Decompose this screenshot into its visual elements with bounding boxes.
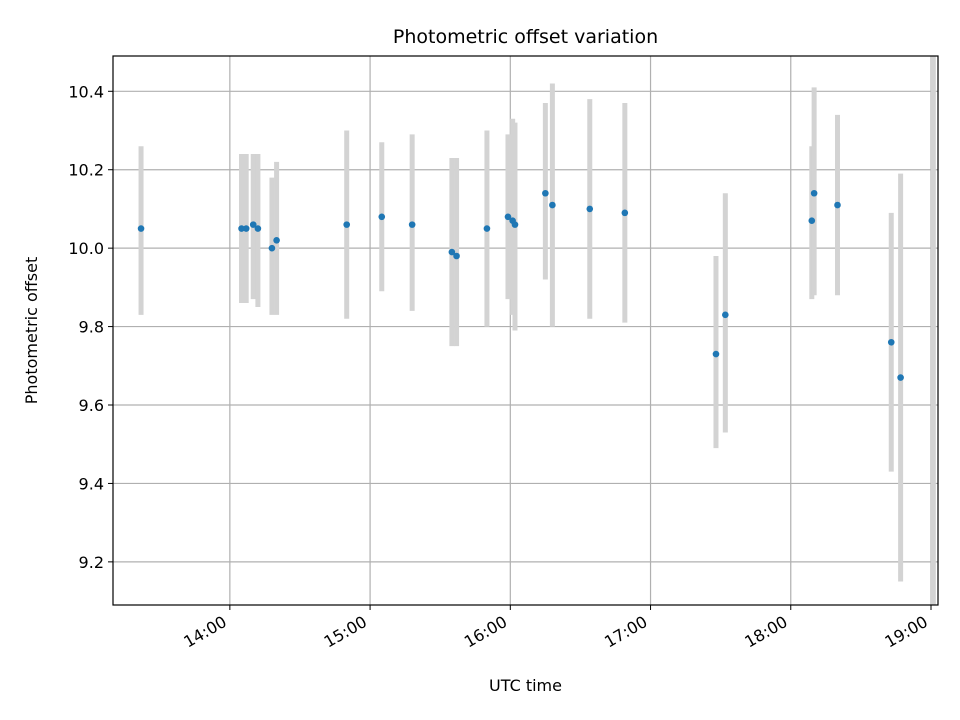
y-tick-label: 9.8 (79, 318, 104, 337)
y-tick-label: 10.4 (68, 82, 104, 101)
data-point (549, 201, 556, 209)
data-point (238, 225, 245, 232)
data-point (242, 225, 250, 232)
data-point (621, 209, 629, 217)
data-point (511, 221, 519, 228)
y-tick-label: 9.2 (79, 553, 104, 572)
data-point (542, 189, 549, 197)
data-point (137, 225, 145, 232)
y-tick-label: 9.4 (79, 474, 104, 493)
chart-title: Photometric offset variation (393, 26, 658, 48)
data-point (268, 244, 276, 252)
data-point (273, 237, 280, 244)
data-points (137, 189, 904, 381)
data-point (453, 252, 460, 260)
data-point (722, 311, 729, 319)
data-point (712, 350, 720, 358)
data-point (249, 221, 257, 228)
data-point (408, 221, 416, 228)
data-point (504, 213, 512, 221)
y-tick-label: 9.6 (79, 396, 104, 415)
y-axis-ticks: 9.2 9.4 9.6 9.8 10.0 10.2 10.4 (68, 82, 113, 572)
data-point (834, 201, 841, 209)
data-point (808, 217, 816, 224)
data-point (378, 213, 386, 221)
y-tick-label: 10.2 (68, 161, 104, 180)
x-axis-title: UTC time (489, 676, 562, 695)
y-axis-title: Photometric offset (22, 257, 41, 405)
data-point (810, 189, 818, 197)
data-point (254, 225, 262, 232)
data-point (343, 221, 351, 228)
data-point (897, 374, 904, 381)
data-point (887, 338, 895, 346)
data-point (448, 248, 456, 256)
plot-frame (112, 55, 939, 606)
y-tick-label: 10.0 (68, 239, 104, 258)
data-point (483, 225, 491, 232)
data-point (586, 205, 594, 213)
